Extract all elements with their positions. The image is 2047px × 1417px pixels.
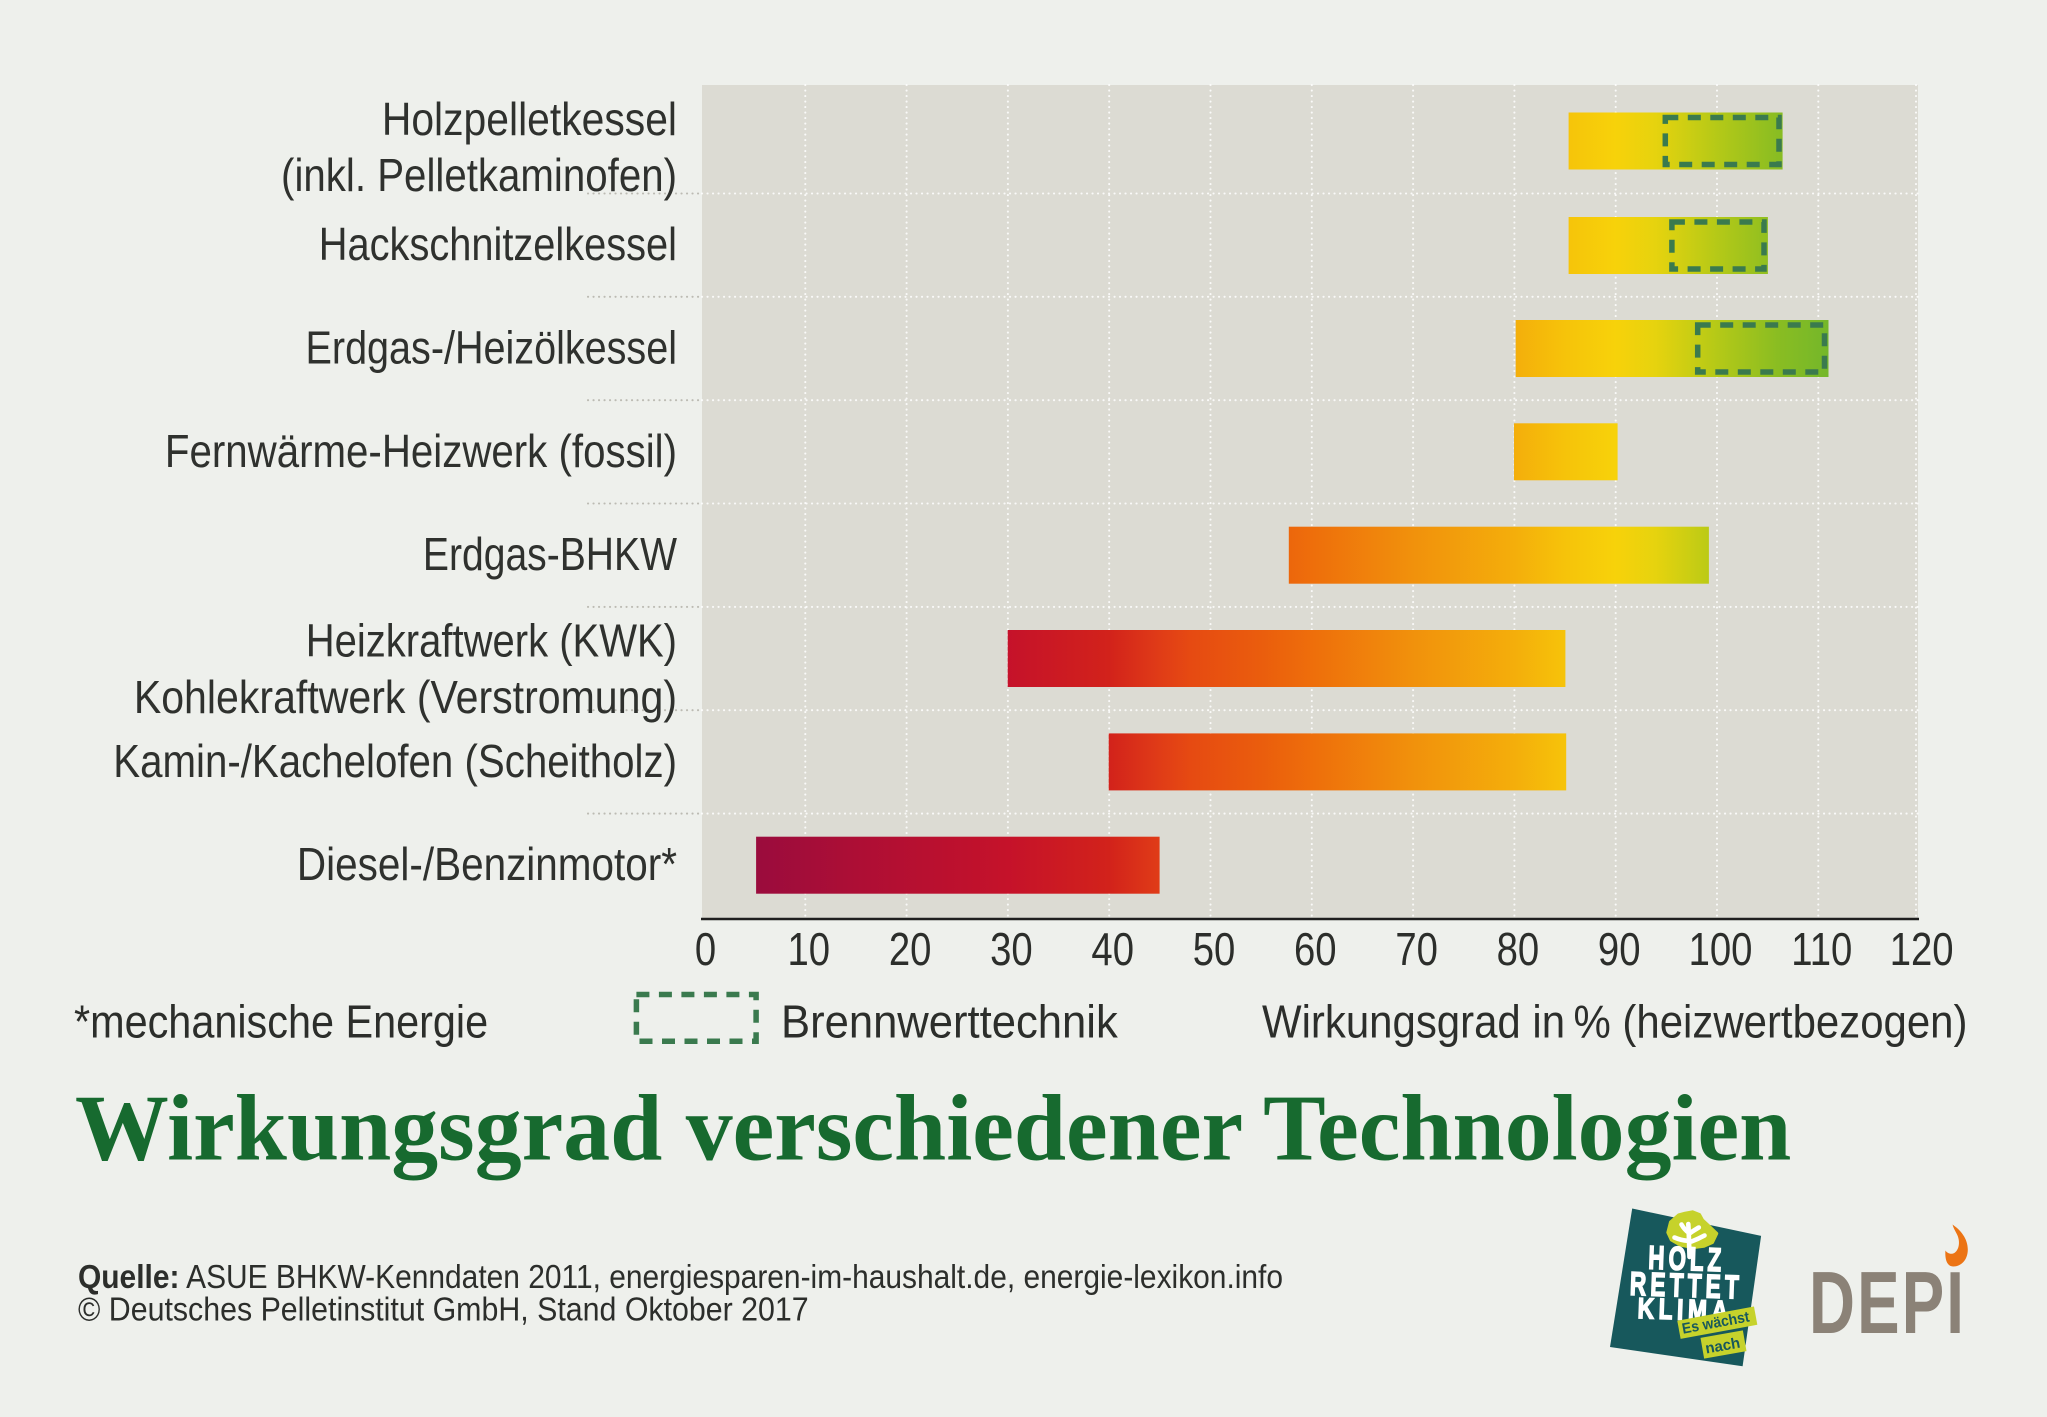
svg-text:10: 10 [788, 924, 831, 975]
svg-text:100: 100 [1689, 924, 1753, 975]
svg-text:Kamin-/Kachelofen (Scheitholz): Kamin-/Kachelofen (Scheitholz) [113, 736, 677, 787]
svg-text:nach: nach [1704, 1335, 1741, 1358]
svg-text:Erdgas-BHKW: Erdgas-BHKW [423, 529, 678, 581]
svg-text:Holzpelletkessel: Holzpelletkessel [382, 95, 677, 146]
svg-text:Hackschnitzelkessel: Hackschnitzelkessel [319, 219, 677, 270]
svg-text:RETTET: RETTET [1629, 1266, 1743, 1307]
svg-text:20: 20 [889, 924, 932, 975]
svg-text:© Deutsches Pelletinstitut Gmb: © Deutsches Pelletinstitut GmbH, Stand O… [78, 1290, 809, 1327]
svg-text:30: 30 [990, 924, 1033, 975]
svg-text:Brennwerttechnik: Brennwerttechnik [781, 997, 1118, 1048]
svg-text:Wirkungsgrad in % (heizwertbez: Wirkungsgrad in % (heizwertbezogen) [1262, 997, 1967, 1048]
svg-text:Quelle: ASUE BHKW-Kenndaten 20: Quelle: ASUE BHKW-Kenndaten 2011, energi… [78, 1258, 1283, 1296]
svg-text:Diesel-/Benzinmotor*: Diesel-/Benzinmotor* [297, 840, 677, 891]
svg-text:60: 60 [1294, 924, 1337, 975]
svg-text:Kohlekraftwerk (Verstromung): Kohlekraftwerk (Verstromung) [134, 673, 677, 724]
svg-text:120: 120 [1890, 924, 1954, 975]
svg-text:50: 50 [1193, 924, 1236, 975]
svg-text:Fernwärme-Heizwerk (fossil): Fernwärme-Heizwerk (fossil) [165, 426, 677, 477]
svg-text:0: 0 [695, 924, 716, 975]
svg-text:Wirkungsgrad verschiedener Tec: Wirkungsgrad verschiedener Technologien [75, 1076, 1791, 1180]
svg-text:40: 40 [1091, 924, 1134, 975]
svg-text:110: 110 [1791, 924, 1852, 975]
svg-text:90: 90 [1598, 924, 1641, 975]
svg-text:Heizkraftwerk (KWK): Heizkraftwerk (KWK) [306, 616, 677, 667]
svg-text:70: 70 [1395, 924, 1438, 975]
svg-text:Erdgas-/Heizölkessel: Erdgas-/Heizölkessel [306, 323, 677, 374]
svg-text:DEPI: DEPI [1809, 1254, 1966, 1353]
svg-text:(inkl. Pelletkaminofen): (inkl. Pelletkaminofen) [281, 150, 677, 201]
svg-text:80: 80 [1497, 924, 1540, 975]
svg-text:*mechanische Energie: *mechanische Energie [74, 997, 488, 1049]
svg-text:HOLZ: HOLZ [1648, 1238, 1726, 1278]
